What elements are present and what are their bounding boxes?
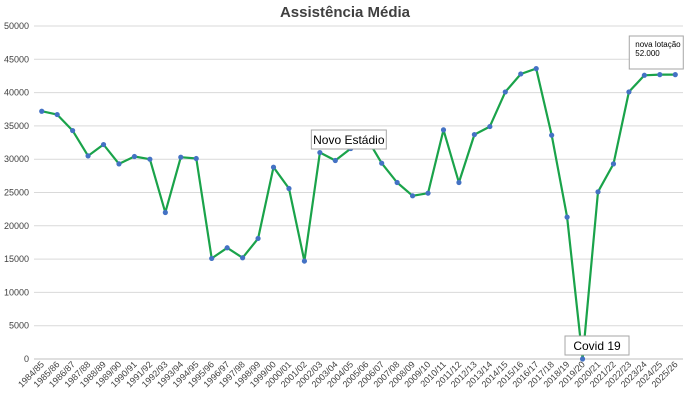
annotation-box (628, 35, 684, 70)
y-axis-ticks: 0 5000 10000 15000 20000 25000 30000 35000 40000… (4, 21, 29, 364)
data-point (425, 190, 431, 196)
data-point (162, 209, 168, 216)
data-point (564, 214, 570, 220)
y-tick-label: 5000 (9, 321, 29, 331)
chart-title: Assistência Média (280, 4, 411, 21)
annotation-novo-estadio: Novo Estádio (310, 129, 387, 150)
data-point (394, 179, 400, 186)
y-tick-label: 50000 (4, 21, 29, 31)
data-point (178, 154, 184, 160)
data-point (657, 72, 663, 78)
y-tick-label: 35000 (4, 121, 29, 131)
y-tick-label: 15000 (4, 254, 29, 264)
data-point (147, 156, 153, 162)
data-point (301, 258, 308, 264)
annotation-covid: Covid 19 (564, 335, 630, 356)
data-point (579, 356, 586, 362)
data-point (456, 179, 462, 186)
data-point (409, 193, 416, 199)
annotation-text: Novo Estádio (313, 133, 385, 147)
data-point (100, 141, 107, 148)
data-point (193, 155, 199, 162)
data-point (626, 89, 632, 95)
data-point (440, 127, 447, 133)
data-point (85, 153, 91, 159)
data-point (39, 108, 45, 114)
annotation-box (310, 129, 387, 150)
gridlines (34, 25, 683, 360)
annotation-text: 52.000 (635, 49, 660, 58)
data-point (487, 123, 493, 130)
annotation-text: nova lotação (635, 40, 681, 49)
annotation-text: Covid 19 (573, 339, 621, 353)
data-point (116, 161, 122, 167)
annotation-box (564, 335, 630, 356)
x-axis-ticks: 1984/851985/861986/871987/881988/891989/… (16, 359, 680, 389)
data-point (224, 245, 230, 251)
data-point (641, 72, 647, 78)
data-point (332, 157, 338, 164)
data-point (471, 131, 477, 138)
series-layer (41, 67, 676, 361)
data-point (533, 66, 539, 72)
data-point (379, 160, 385, 166)
data-point (672, 72, 678, 78)
y-tick-label: 45000 (4, 54, 29, 64)
series-line (41, 67, 676, 361)
data-point (70, 127, 76, 134)
data-point (518, 71, 524, 77)
y-tick-label: 25000 (4, 188, 29, 198)
y-tick-label: 0 (24, 354, 29, 364)
data-points (39, 66, 678, 362)
data-point (54, 111, 60, 118)
data-point (270, 164, 277, 170)
data-point (255, 235, 261, 242)
data-point (610, 161, 617, 167)
y-tick-label: 40000 (4, 88, 29, 98)
data-point (209, 255, 215, 262)
data-point (131, 153, 138, 160)
data-point (595, 189, 601, 195)
y-tick-label: 30000 (4, 154, 29, 164)
data-point (549, 132, 555, 138)
y-tick-label: 10000 (4, 287, 29, 297)
data-point (502, 89, 508, 95)
data-point (240, 255, 246, 261)
data-point (317, 149, 323, 156)
y-tick-label: 20000 (4, 221, 29, 231)
data-point (286, 185, 292, 192)
